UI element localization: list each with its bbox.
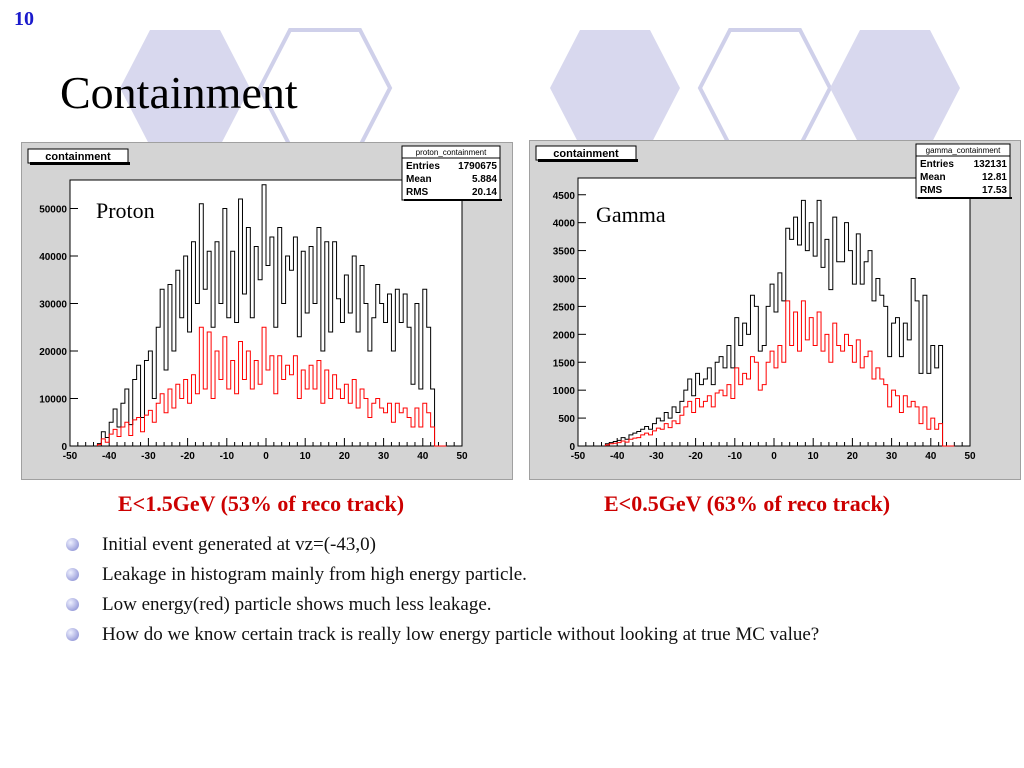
bullet-icon xyxy=(66,628,79,641)
slide-number: 10 xyxy=(14,8,34,30)
hexagon-filled-3 xyxy=(830,30,960,146)
stats-title: proton_containment xyxy=(416,148,487,157)
x-tick-label: -30 xyxy=(141,451,156,462)
x-tick-label: -10 xyxy=(728,451,743,462)
particle-label: Gamma xyxy=(596,202,666,227)
bullet-item: Leakage in histogram mainly from high en… xyxy=(62,564,962,585)
x-tick-label: 30 xyxy=(886,451,898,462)
stats-rms-value: 17.53 xyxy=(982,185,1007,196)
x-tick-label: 50 xyxy=(456,451,468,462)
x-tick-label: 40 xyxy=(417,451,429,462)
x-tick-label: -20 xyxy=(180,451,195,462)
bullet-icon xyxy=(66,598,79,611)
x-tick-label: -40 xyxy=(102,451,117,462)
x-axis: -50 -40 -30 -20 -10 0 10 20 30 40 50 xyxy=(571,438,976,462)
y-tick-label: 2500 xyxy=(553,302,576,313)
y-tick-label: 4500 xyxy=(553,191,576,202)
proton-histogram-panel: 0 10000 20000 30000 40000 50000 -50 -40 -30 -20-… xyxy=(21,142,513,480)
bullet-item: How do we know certain track is really l… xyxy=(62,624,962,645)
histogram-header: containment xyxy=(45,151,111,163)
y-tick-label: 500 xyxy=(558,414,575,425)
y-axis: 0 500 1000 1500 2000 2500 3000 3500 4000 4500 xyxy=(553,191,586,453)
slide-title: Containment xyxy=(60,67,298,118)
y-tick-label: 50000 xyxy=(39,205,67,216)
y-tick-label: 20000 xyxy=(39,347,67,358)
stats-title: gamma_containment xyxy=(926,146,1001,155)
bullet-icon xyxy=(66,538,79,551)
x-tick-label: -20 xyxy=(688,451,703,462)
gamma-caption: E<0.5GeV (63% of reco track) xyxy=(604,491,891,516)
histogram-header-box: containment xyxy=(535,145,638,162)
x-tick-label: -40 xyxy=(610,451,625,462)
histogram-low-energy xyxy=(96,326,447,447)
y-tick-label: 4000 xyxy=(553,219,576,230)
histogram-header-box: containment xyxy=(27,148,130,165)
stats-mean-value: 5.884 xyxy=(472,174,497,185)
x-tick-label: -10 xyxy=(220,451,235,462)
stats-mean-label: Mean xyxy=(406,174,432,185)
gamma-histogram-panel: 0 500 1000 1500 2000 2500 3000 3500 4000 4500 -50… xyxy=(529,140,1021,480)
bullet-text: How do we know certain track is really l… xyxy=(102,624,820,645)
bullet-text: Low energy(red) particle shows much less… xyxy=(102,594,492,615)
stats-entries-label: Entries xyxy=(920,159,954,170)
histogram-header: containment xyxy=(553,148,619,160)
x-tick-label: 20 xyxy=(847,451,859,462)
x-tick-label: 40 xyxy=(925,451,937,462)
y-axis: 0 10000 20000 30000 40000 50000 xyxy=(39,205,78,453)
stats-box: gamma_containment Entries 132131 Mean 12… xyxy=(915,143,1012,199)
x-tick-label: 20 xyxy=(339,451,351,462)
y-tick-label: 1500 xyxy=(553,358,576,369)
x-tick-label: 0 xyxy=(263,451,269,462)
stats-entries-label: Entries xyxy=(406,161,440,172)
stats-entries-value: 132131 xyxy=(974,159,1008,170)
x-tick-label: -30 xyxy=(649,451,664,462)
stats-rms-value: 20.14 xyxy=(472,187,497,198)
x-tick-label: -50 xyxy=(63,451,78,462)
decorative-hexagons xyxy=(120,28,960,148)
stats-mean-label: Mean xyxy=(920,172,946,183)
bullet-text: Initial event generated at vz=(-43,0) xyxy=(102,534,376,555)
stats-entries-value: 1790675 xyxy=(458,161,497,172)
hexagon-outline-2 xyxy=(697,28,833,148)
histogram-low-energy xyxy=(604,300,955,447)
y-tick-label: 2000 xyxy=(553,330,576,341)
stats-box: proton_containment Entries 1790675 Mean … xyxy=(401,145,502,201)
hexagon-filled-1 xyxy=(120,30,250,146)
particle-label: Proton xyxy=(96,198,155,223)
y-tick-label: 0 xyxy=(569,442,575,453)
proton-caption: E<1.5GeV (53% of reco track) xyxy=(118,491,405,516)
y-tick-label: 0 xyxy=(61,442,67,453)
y-tick-label: 10000 xyxy=(39,395,67,406)
bullet-item: Low energy(red) particle shows much less… xyxy=(62,594,962,615)
stats-rms-label: RMS xyxy=(920,185,943,196)
histogram-all-tracks xyxy=(593,199,944,447)
y-tick-label: 1000 xyxy=(553,386,576,397)
bullet-list: Initial event generated at vz=(-43,0) Le… xyxy=(62,534,962,654)
bullet-icon xyxy=(66,568,79,581)
x-tick-label: 10 xyxy=(808,451,820,462)
bullet-text: Leakage in histogram mainly from high en… xyxy=(102,564,527,585)
y-tick-label: 40000 xyxy=(39,252,67,263)
bullet-item: Initial event generated at vz=(-43,0) xyxy=(62,534,962,555)
y-tick-label: 3500 xyxy=(553,247,576,258)
x-tick-label: 10 xyxy=(300,451,312,462)
stats-mean-value: 12.81 xyxy=(982,172,1007,183)
x-tick-label: 0 xyxy=(771,451,777,462)
histogram-all-tracks xyxy=(85,184,436,447)
stats-rms-label: RMS xyxy=(406,187,429,198)
y-tick-label: 3000 xyxy=(553,275,576,286)
hexagon-filled-2 xyxy=(550,30,680,146)
x-tick-label: 30 xyxy=(378,451,390,462)
x-tick-label: 50 xyxy=(964,451,976,462)
x-axis: -50 -40 -30 -20 -10 0 10 20 30 40 50 xyxy=(63,438,468,462)
x-tick-label: -50 xyxy=(571,451,586,462)
y-tick-label: 30000 xyxy=(39,300,67,311)
